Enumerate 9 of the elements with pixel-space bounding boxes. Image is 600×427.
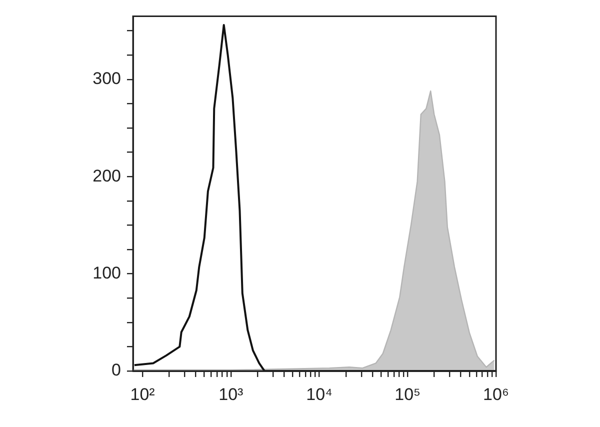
x-tick-label: 10⁵ bbox=[394, 384, 421, 404]
x-tick-label: 10⁶ bbox=[483, 384, 509, 404]
y-tick-label: 0 bbox=[112, 360, 121, 380]
x-tick-label: 10⁴ bbox=[306, 384, 332, 404]
x-tick-label: 10² bbox=[130, 384, 156, 404]
y-tick-label: 200 bbox=[92, 166, 121, 186]
y-tick-label: 100 bbox=[92, 263, 121, 282]
y-tick-label: 300 bbox=[92, 69, 121, 88]
x-tick-label: 10³ bbox=[218, 384, 244, 404]
